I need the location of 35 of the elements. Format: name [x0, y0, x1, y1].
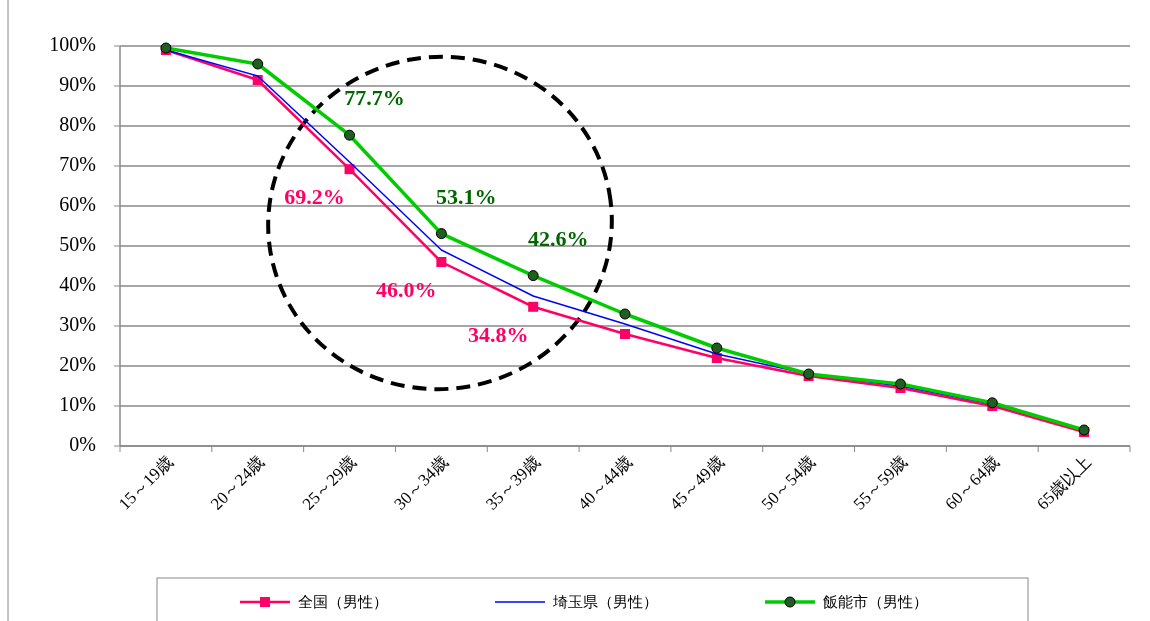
point — [620, 329, 630, 339]
y-tick-label: 40% — [59, 272, 96, 295]
x-tick-label: 50～54歳 — [757, 452, 820, 514]
x-tick-label: 40～44歳 — [574, 452, 636, 514]
point — [528, 301, 539, 312]
y-tick-label: 20% — [59, 352, 96, 375]
annotation: 42.6% — [527, 225, 589, 251]
x-tick-label: 15～19歳 — [114, 452, 177, 514]
x-tick-label: 20～24歳 — [206, 452, 269, 514]
y-tick-label: 0% — [69, 432, 96, 455]
x-tick-label: 45～49歳 — [665, 452, 728, 514]
x-tick-label: 60～64歳 — [941, 452, 1003, 514]
annotation: 77.7% — [344, 85, 405, 111]
y-tick-label: 70% — [59, 152, 96, 175]
annotation: 69.2% — [284, 184, 345, 210]
y-tick-label: 60% — [59, 192, 96, 215]
point — [344, 164, 355, 175]
y-tick-label: 90% — [59, 72, 96, 95]
legend-label: 埼玉県（男性） — [552, 592, 658, 611]
x-tick-label: 25～29歳 — [298, 452, 361, 514]
x-tick-label: 65歳以上 — [1033, 452, 1095, 514]
y-tick-label: 80% — [59, 112, 96, 135]
y-tick-label: 100% — [49, 32, 96, 55]
x-tick-label: 30～34歳 — [390, 452, 452, 514]
x-tick-label: 55～59歳 — [849, 452, 912, 514]
y-tick-label: 10% — [59, 392, 96, 415]
y-tick-label: 30% — [59, 312, 96, 335]
annotation: 53.1% — [436, 183, 497, 209]
legend-label: 全国（男性） — [298, 592, 388, 611]
y-tick-label: 50% — [59, 232, 96, 255]
annotation: 46.0% — [376, 277, 437, 303]
legend-label: 飯能市（男性） — [823, 592, 928, 611]
annotation: 34.8% — [467, 321, 529, 347]
point — [436, 257, 447, 267]
x-tick-label: 35～39歳 — [482, 452, 544, 514]
